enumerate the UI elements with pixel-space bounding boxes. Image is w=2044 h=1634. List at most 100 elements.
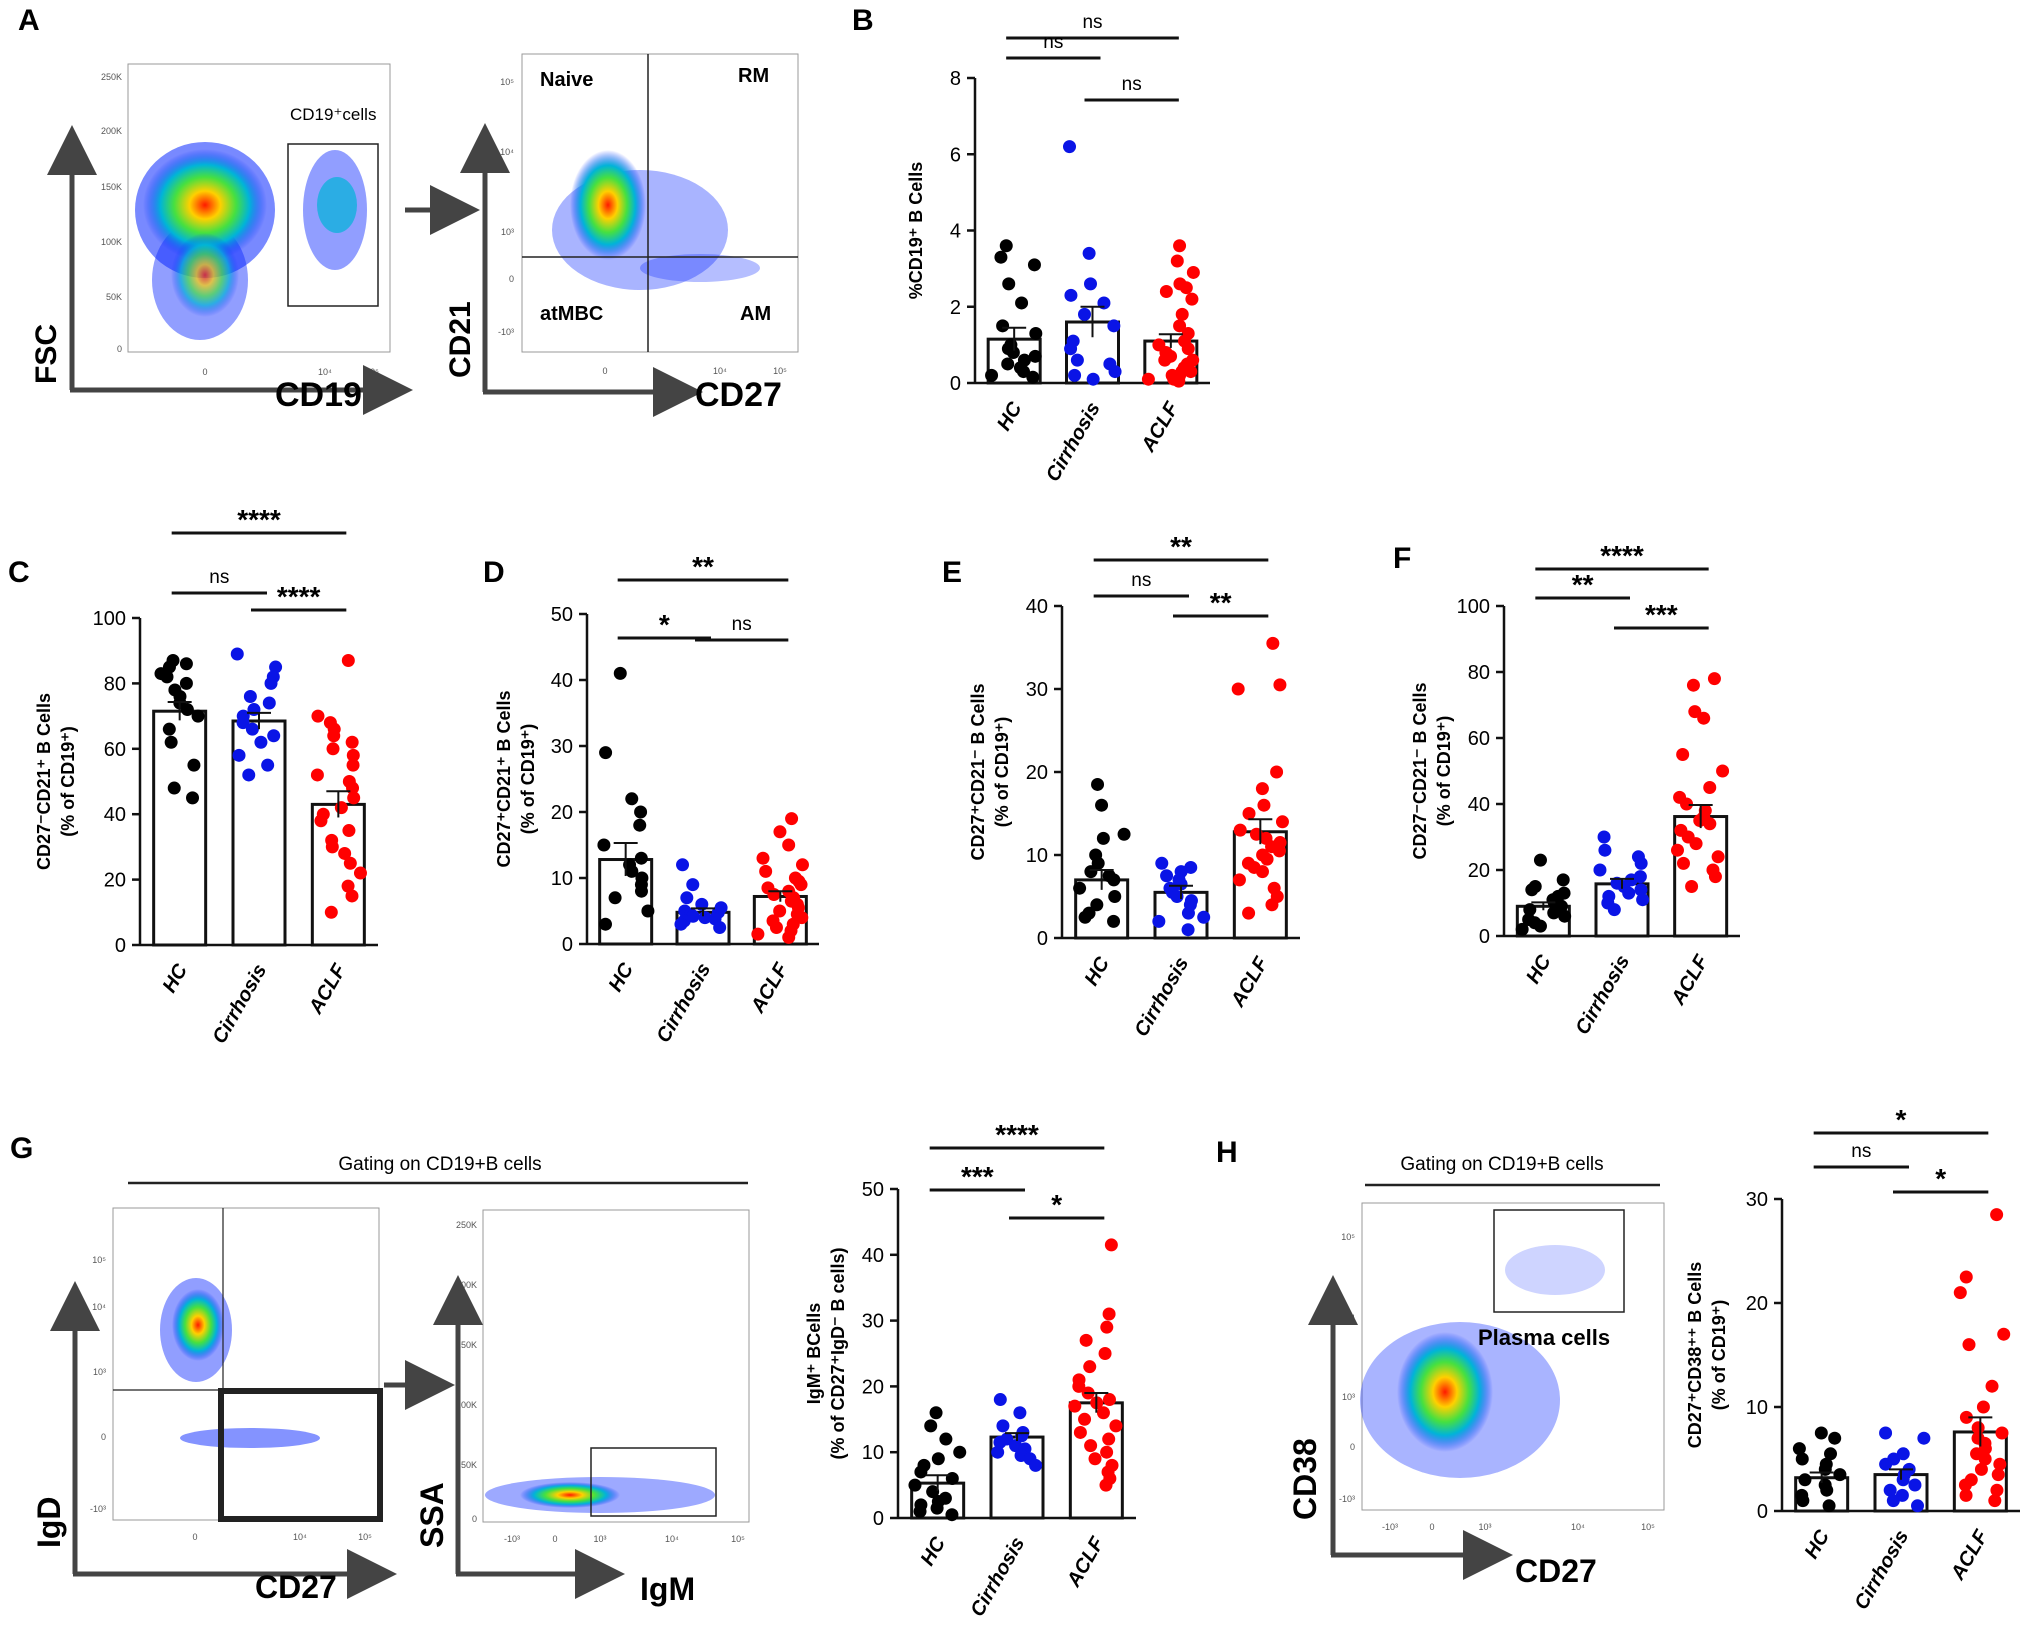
data-point (1991, 1468, 2005, 1482)
data-point (1978, 1452, 1992, 1466)
tick: 10⁵ (1341, 1232, 1355, 1242)
data-point (164, 735, 178, 749)
data-point (794, 878, 808, 892)
gating-label-h: Gating on CD19+B cells (1400, 1154, 1603, 1175)
data-point (1185, 292, 1199, 306)
data-point (1027, 258, 1041, 272)
flow-plot-g2: 250K 200K 150K 100K 50K 0 -10³ 0 10³ 10⁴… (414, 1209, 750, 1607)
tick: 0 (602, 366, 607, 376)
tick: 10⁵ (773, 366, 787, 376)
data-point (347, 791, 361, 805)
data-point (1622, 886, 1636, 900)
data-point (1795, 1452, 1809, 1466)
flow-plot-a1: CD19⁺cells 250K 200K 150K 100K 50K 0 0 1… (30, 63, 413, 415)
data-point (634, 851, 648, 865)
tick: 200K (456, 1280, 477, 1290)
y-tick-label: 20 (1746, 1293, 1768, 1315)
x-tick-label: Cirrhosis (1571, 952, 1634, 1039)
flow-plot-a2-y-label: CD21 (444, 301, 477, 378)
data-point (1068, 1399, 1082, 1413)
data-point (1107, 319, 1121, 333)
data-point (1096, 1406, 1110, 1420)
tick: 0 (509, 274, 514, 284)
data-point (1107, 914, 1121, 928)
x-tick-label: ACLF (1062, 1533, 1109, 1592)
data-point (1029, 1458, 1043, 1472)
data-point (1102, 1307, 1116, 1321)
x-tick-label: Cirrhosis (1130, 954, 1193, 1041)
data-point (1824, 1447, 1838, 1461)
data-point (1197, 910, 1211, 924)
flow-plot-h1-x-ticks: -10³ 0 10³ 10⁴ 10⁵ (1382, 1522, 1655, 1532)
data-point (1109, 1419, 1123, 1433)
data-point (1959, 1410, 1973, 1424)
data-point (1708, 870, 1722, 884)
data-point (931, 1452, 945, 1466)
y-axis-label-line: (% of CD19⁺) (58, 726, 78, 837)
tick: 10³ (501, 227, 514, 237)
data-point (254, 735, 268, 749)
x-tick-label: ACLF (1946, 1526, 1993, 1585)
data-point (1686, 678, 1700, 692)
flow-plot-a2-quadrant-am: AM (740, 303, 771, 325)
y-tick-label: 0 (1479, 926, 1490, 948)
data-point (634, 805, 648, 819)
data-point (1911, 1499, 1925, 1513)
significance-label: ns (732, 614, 752, 635)
significance-label: **** (277, 581, 321, 612)
y-tick-label: 0 (1037, 928, 1048, 950)
data-point (1959, 1488, 1973, 1502)
panel-letter-b: B (852, 4, 874, 37)
data-point (1100, 1445, 1114, 1459)
data-point (236, 716, 250, 730)
data-point (713, 921, 727, 934)
significance-label: **** (995, 1119, 1039, 1150)
tick: 50K (461, 1460, 477, 1470)
data-point (1634, 883, 1648, 897)
data-point (1082, 246, 1096, 260)
x-tick-label: ACLF (304, 960, 351, 1019)
tick: 10³ (1342, 1392, 1355, 1402)
y-tick-label: 40 (551, 670, 573, 692)
data-point (1079, 1333, 1093, 1347)
data-point (929, 1406, 943, 1420)
data-point (1896, 1447, 1910, 1461)
y-axis-label: IgM⁺ BCells (% of CD27⁺IgD⁻ B cells) (804, 1247, 848, 1459)
data-point (1917, 1431, 1931, 1445)
data-point (599, 746, 613, 760)
tick: -10³ (1339, 1494, 1355, 1504)
data-point (1064, 288, 1078, 302)
data-point (1029, 326, 1043, 340)
data-point (1634, 856, 1648, 870)
data-point (1172, 374, 1186, 388)
data-point (1598, 843, 1612, 857)
data-point (1099, 1478, 1113, 1492)
data-point (1090, 898, 1104, 912)
data-point (999, 239, 1013, 253)
y-tick-label: 10 (862, 1442, 884, 1464)
significance-label: ** (692, 551, 714, 582)
data-point (926, 1485, 940, 1499)
data-point (996, 319, 1010, 333)
tick: 10⁴ (1341, 1312, 1355, 1322)
tick: 0 (202, 367, 207, 377)
data-point (1265, 898, 1279, 912)
flow-plot-a2-x-label: CD27 (695, 376, 782, 414)
data-point (232, 748, 246, 762)
flow-plot-h1-x-label: CD27 (1515, 1553, 1597, 1589)
data-point (1068, 368, 1082, 382)
data-point (160, 670, 174, 684)
y-axis-label: CD27⁺CD38⁺⁺ B Cells (% of CD19⁺) (1685, 1262, 1729, 1449)
data-point (1523, 903, 1537, 917)
flow-plot-h1-density (1360, 1245, 1605, 1478)
data-point (1533, 919, 1547, 933)
tick: 10⁵ (1641, 1522, 1655, 1532)
significance-label: ** (1210, 587, 1232, 618)
flow-plot-h1-plasma-gate (1493, 1209, 1625, 1313)
tick: 10⁵ (365, 367, 379, 377)
data-point (1108, 365, 1122, 379)
data-point (1088, 1452, 1102, 1466)
flow-plot-a2-quadrant-naive: Naive (540, 69, 593, 91)
y-tick-label: 8 (950, 68, 961, 90)
y-tick-label: 20 (862, 1376, 884, 1398)
